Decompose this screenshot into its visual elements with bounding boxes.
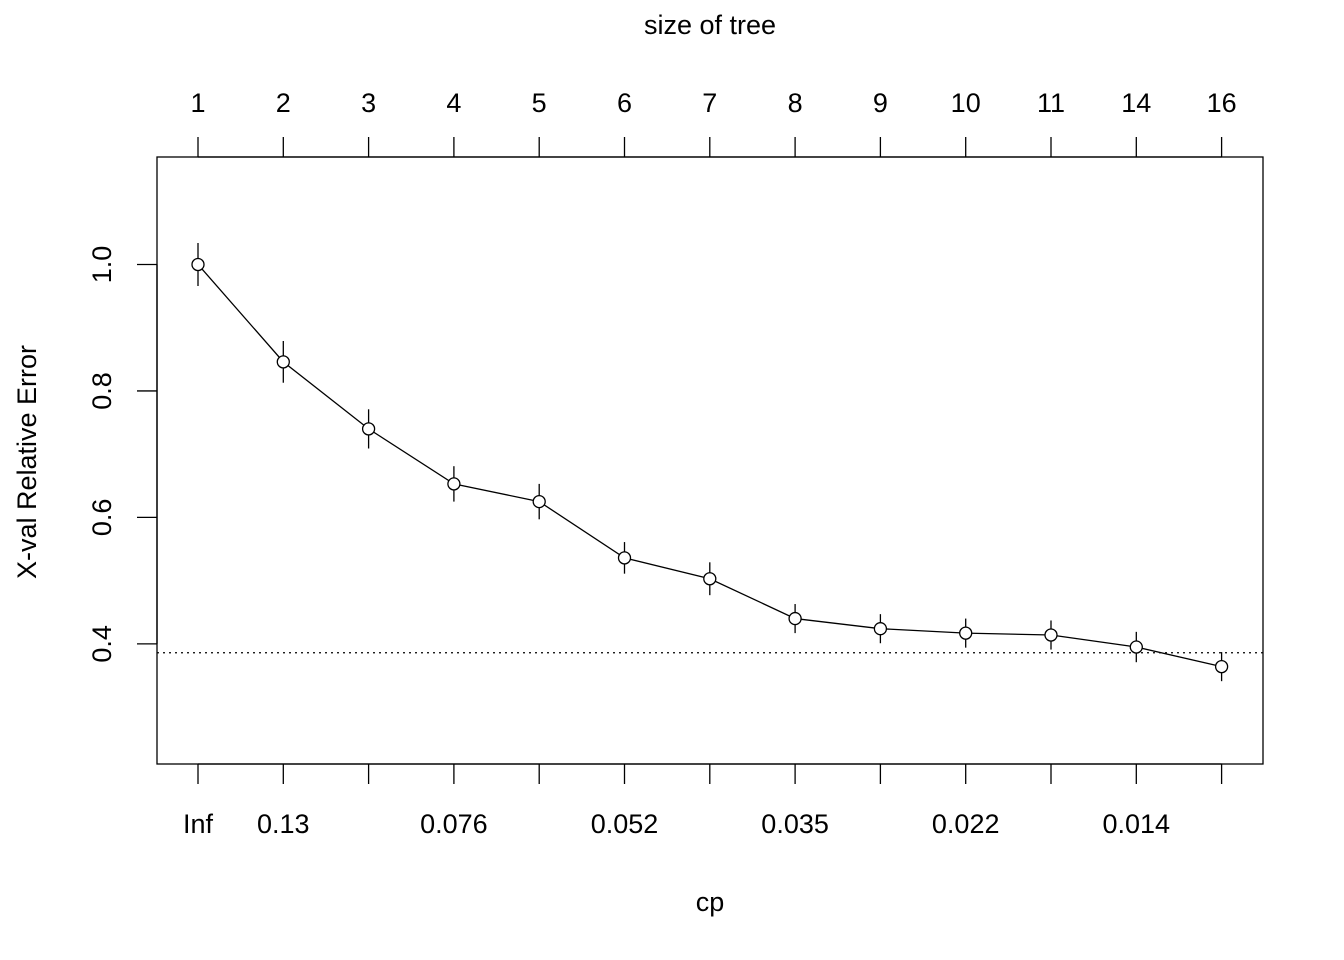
- data-point: [447, 477, 461, 491]
- bottom-tick-label: 0.035: [761, 809, 829, 839]
- top-tick-label: 14: [1121, 88, 1151, 118]
- top-tick-label: 16: [1207, 88, 1237, 118]
- series-line: [197, 264, 1222, 668]
- bottom-tick-label: 0.052: [591, 809, 659, 839]
- top-tick-label: 1: [190, 88, 205, 118]
- data-point: [276, 355, 290, 369]
- data-point: [959, 626, 973, 640]
- top-axis: 1 2 3 4 5 6 7 8 9 10 11 14 16: [190, 88, 1237, 158]
- data-point: [1129, 640, 1143, 654]
- top-axis-label: size of tree: [644, 10, 776, 40]
- plot-frame: [156, 156, 1264, 765]
- top-tick-label: 2: [276, 88, 291, 118]
- left-axis: 0.4 0.6 0.8 1.0: [87, 246, 158, 663]
- top-tick-label: 5: [532, 88, 547, 118]
- data-point: [1214, 659, 1229, 674]
- left-tick-label: 0.6: [87, 499, 117, 537]
- bottom-tick-label: 0.014: [1103, 809, 1171, 839]
- bottom-tick-label: 0.13: [257, 809, 310, 839]
- bottom-tick-label: Inf: [183, 809, 214, 839]
- left-tick-label: 1.0: [87, 246, 117, 284]
- data-point: [191, 257, 205, 272]
- bottom-axis: Inf 0.13 0.076 0.052 0.035 0.022 0.014: [183, 763, 1223, 839]
- bottom-tick-label: 0.076: [420, 809, 488, 839]
- data-point: [873, 622, 888, 636]
- left-tick-label: 0.8: [87, 372, 117, 410]
- top-tick-label: 9: [873, 88, 888, 118]
- top-tick-label: 10: [951, 88, 981, 118]
- data-point: [532, 494, 546, 509]
- left-tick-label: 0.4: [87, 625, 117, 663]
- x-axis-label: cp: [696, 887, 725, 917]
- top-tick-label: 8: [788, 88, 803, 118]
- top-tick-label: 6: [617, 88, 632, 118]
- top-tick-label: 4: [446, 88, 461, 118]
- data-point: [703, 572, 717, 586]
- data-point: [361, 422, 376, 436]
- data-point: [1044, 628, 1058, 642]
- data-point: [788, 611, 802, 626]
- top-tick-label: 11: [1037, 88, 1065, 118]
- top-tick-label: 7: [702, 88, 717, 118]
- data-point: [617, 551, 632, 565]
- bottom-tick-label: 0.022: [932, 809, 1000, 839]
- series-group: [191, 242, 1229, 682]
- top-tick-label: 3: [361, 88, 376, 118]
- y-axis-label: X-val Relative Error: [12, 345, 42, 579]
